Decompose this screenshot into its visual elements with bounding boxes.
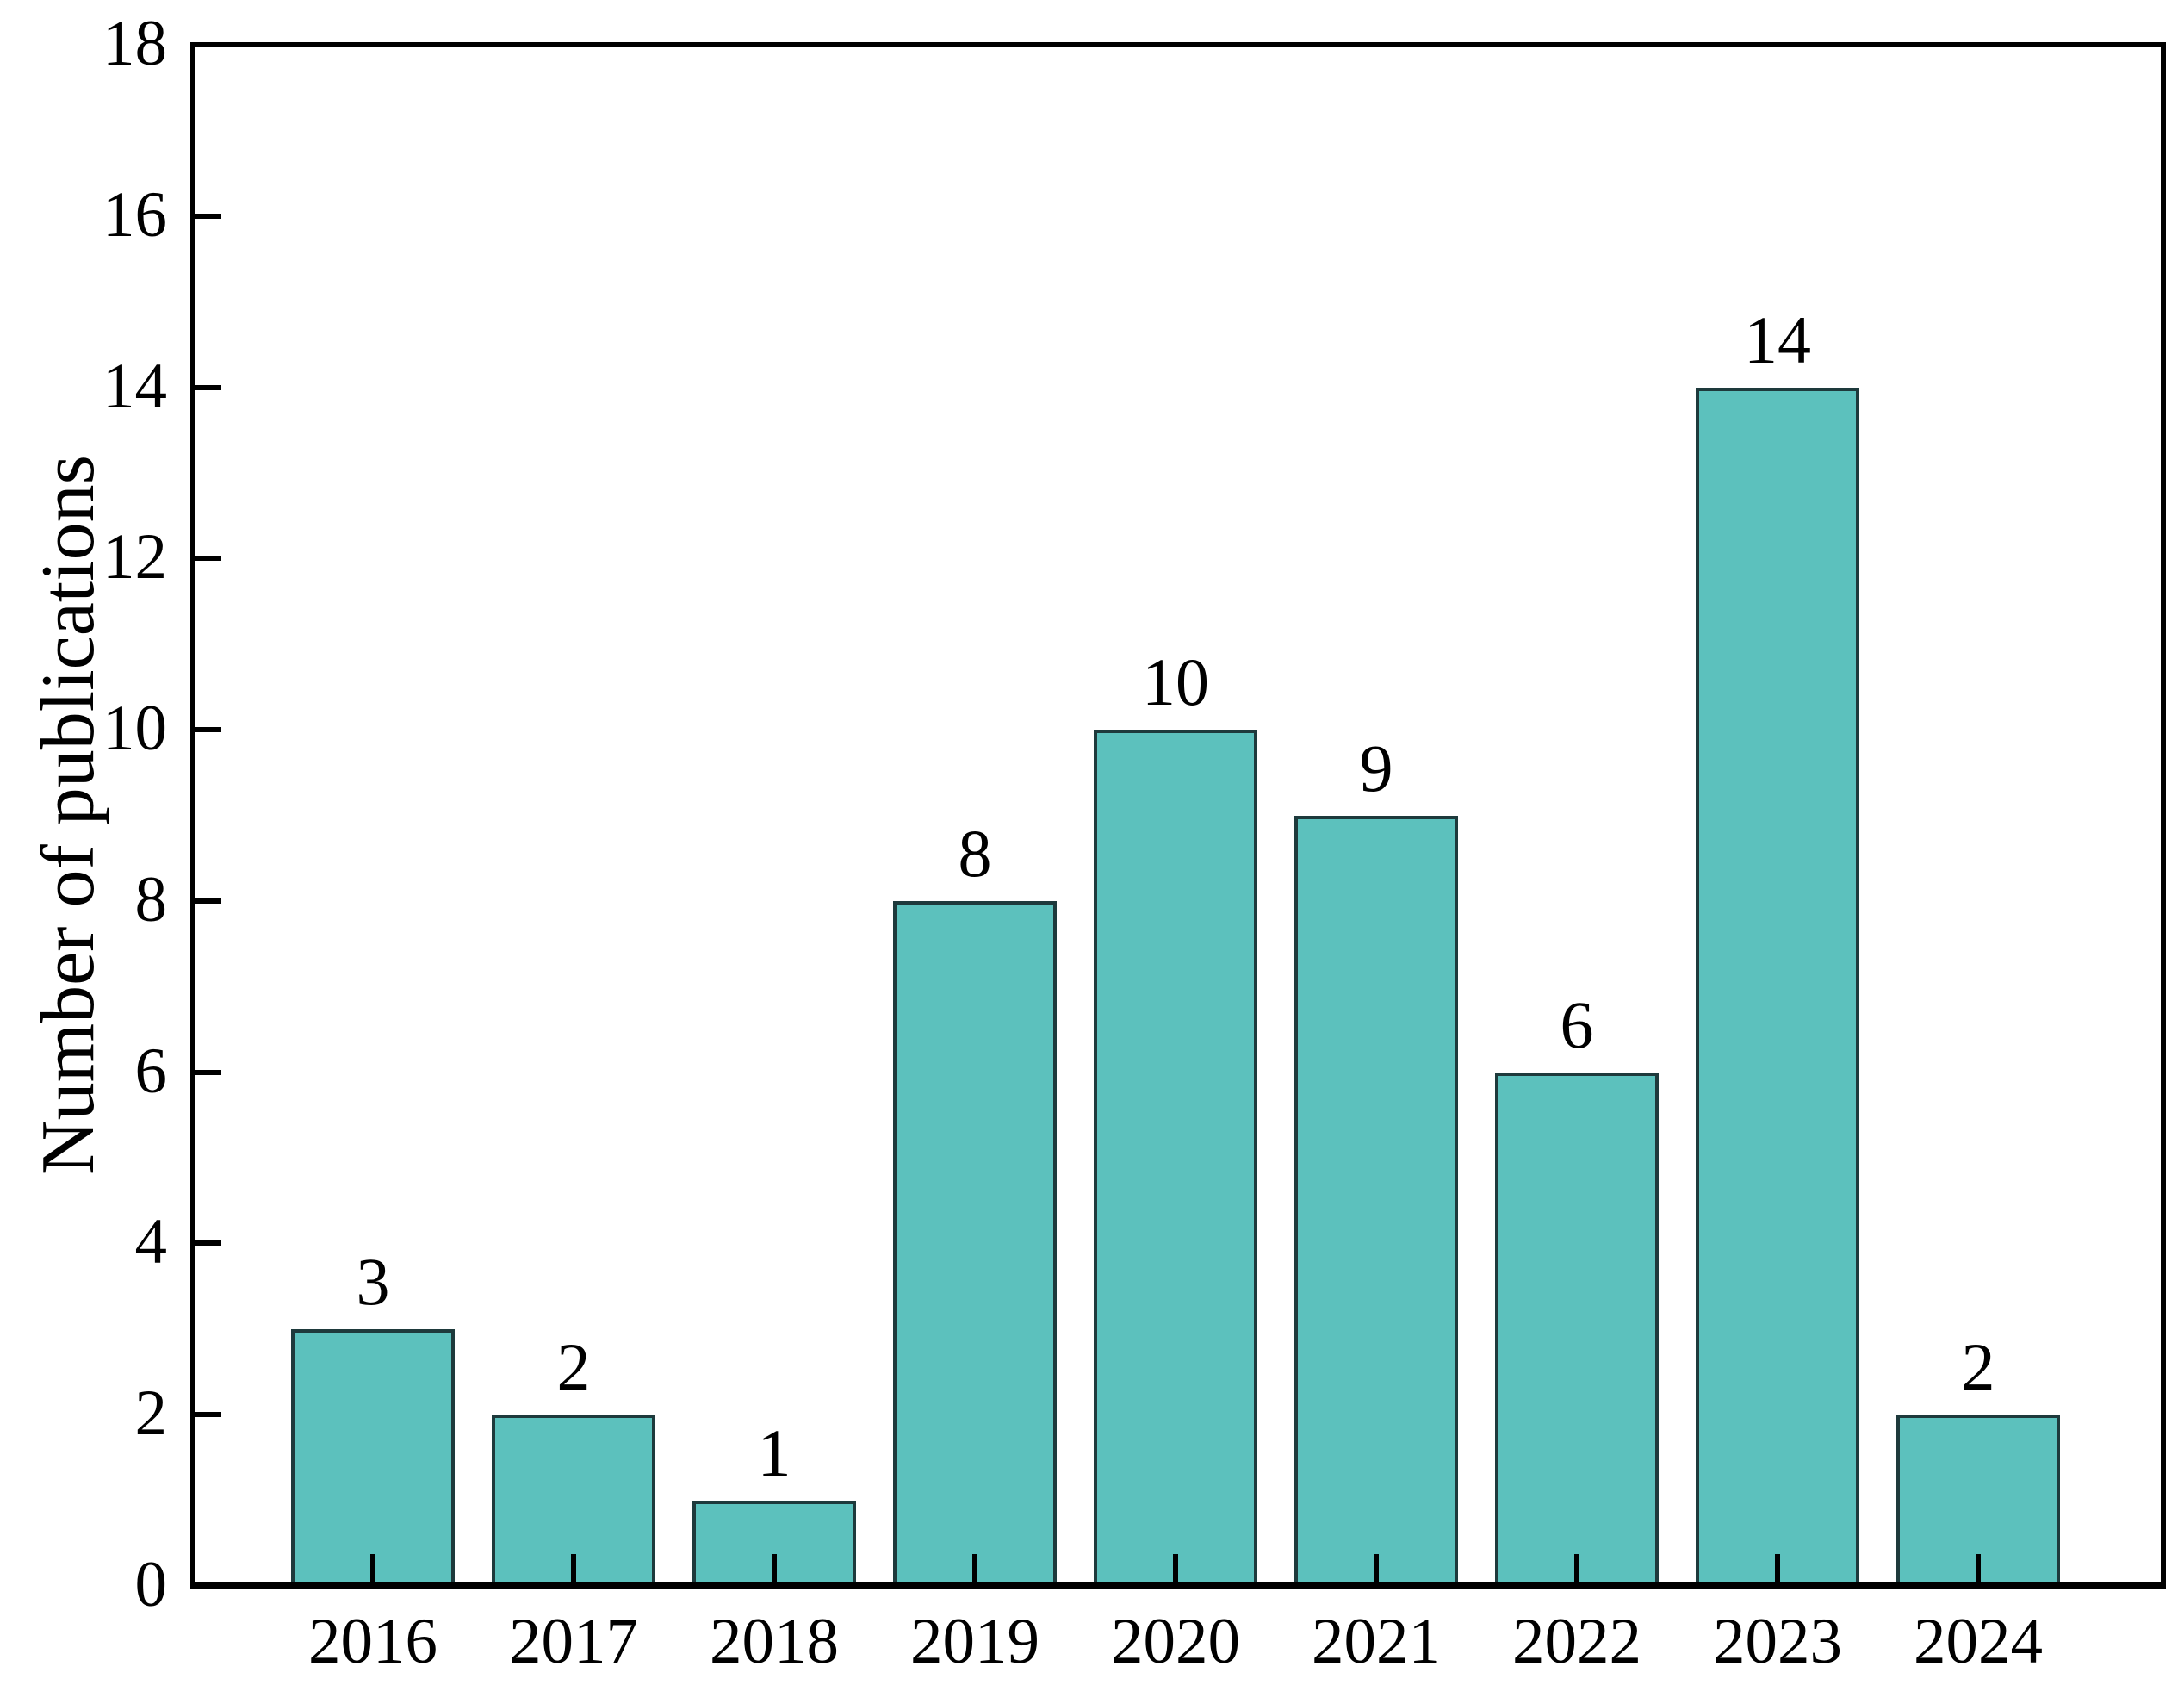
x-tick-mark — [972, 1554, 977, 1582]
y-tick-mark — [195, 727, 221, 733]
y-tick-label: 2 — [134, 1377, 168, 1450]
x-tick-mark — [1173, 1554, 1178, 1582]
x-tick-mark — [1976, 1554, 1981, 1582]
bar — [1294, 815, 1458, 1586]
bar — [1495, 1072, 1659, 1586]
bar — [1696, 387, 1859, 1586]
bar-value-label: 14 — [1744, 302, 1811, 377]
x-tick-mark — [370, 1554, 375, 1582]
x-tick-mark — [1374, 1554, 1379, 1582]
x-axis-label: 2023 — [1713, 1606, 1842, 1677]
y-tick-mark — [195, 898, 221, 904]
y-tick-label: 12 — [102, 521, 167, 594]
bar-value-label: 2 — [1961, 1329, 1995, 1405]
x-axis-label: 2016 — [308, 1606, 437, 1677]
x-axis-label: 2022 — [1512, 1606, 1641, 1677]
x-axis-label: 2024 — [1914, 1606, 2043, 1677]
y-tick-label: 10 — [102, 693, 167, 765]
y-tick-label: 8 — [134, 863, 168, 936]
y-tick-mark — [195, 556, 221, 562]
y-tick-label: 18 — [102, 8, 167, 79]
y-tick-mark — [195, 1412, 221, 1418]
y-tick-label: 6 — [134, 1035, 168, 1107]
x-axis-label: 2019 — [910, 1606, 1039, 1677]
y-tick-mark — [195, 1240, 221, 1247]
y-axis-title: Number of publications — [27, 455, 110, 1175]
x-tick-mark — [1775, 1554, 1780, 1582]
x-tick-mark — [1574, 1554, 1579, 1582]
bar-value-label: 1 — [757, 1415, 791, 1490]
bar-value-label: 10 — [1142, 644, 1209, 720]
x-axis-label: 2020 — [1111, 1606, 1240, 1677]
bar — [893, 900, 1057, 1586]
x-axis-label: 2017 — [509, 1606, 638, 1677]
y-tick-label: 14 — [102, 350, 167, 422]
y-tick-label: 0 — [134, 1549, 168, 1620]
y-tick-mark — [195, 1069, 221, 1075]
bar-value-label: 9 — [1359, 730, 1393, 805]
y-tick-label: 4 — [134, 1206, 168, 1278]
bar-value-label: 2 — [556, 1329, 591, 1405]
x-axis-label: 2018 — [710, 1606, 839, 1677]
y-tick-mark — [195, 213, 221, 219]
bar — [1094, 730, 1257, 1586]
bar-value-label: 3 — [356, 1243, 390, 1319]
bar-value-label: 8 — [958, 815, 992, 891]
x-tick-mark — [571, 1554, 576, 1582]
bar — [291, 1328, 455, 1586]
y-tick-label: 16 — [102, 178, 167, 251]
bar-value-label: 6 — [1560, 986, 1594, 1062]
x-axis-label: 2021 — [1312, 1606, 1441, 1677]
x-tick-mark — [772, 1554, 777, 1582]
y-tick-mark — [195, 384, 221, 390]
